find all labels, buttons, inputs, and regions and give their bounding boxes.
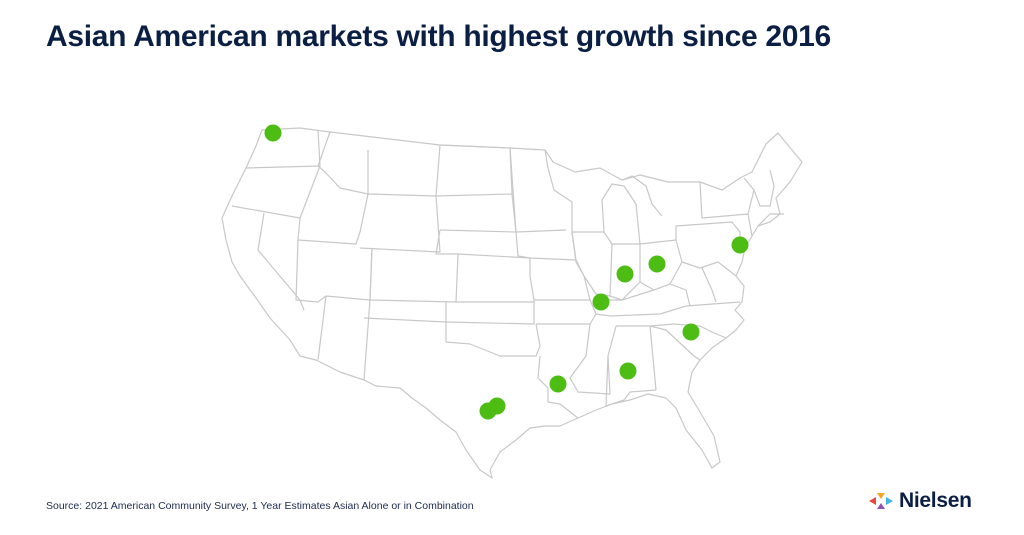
page-title: Asian American markets with highest grow… [46,20,831,53]
seattle-marker [264,124,282,142]
source-note: Source: 2021 American Community Survey, … [46,500,474,512]
birmingham-marker [619,362,637,380]
nielsen-logo: Nielsen [869,488,972,514]
brand-name: Nielsen [899,489,972,512]
st-louis-marker [592,293,610,311]
market-markers [264,124,749,420]
state-outlines [221,127,803,479]
charlotte-marker [682,323,700,341]
nielsen-logo-icon [869,493,893,509]
columbus-marker [648,255,666,273]
indianapolis-marker [616,265,634,283]
new-york-marker [731,236,749,254]
san-antonio-marker [488,397,506,415]
us-outline [221,127,803,479]
baton-rouge-marker [549,375,567,393]
